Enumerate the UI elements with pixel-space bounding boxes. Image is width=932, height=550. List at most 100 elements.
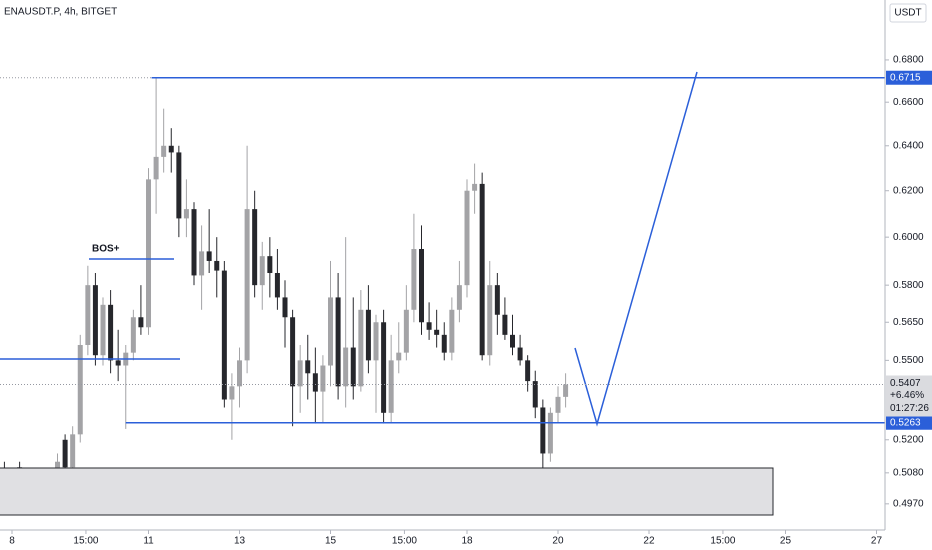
candle-body xyxy=(267,256,273,274)
candle-body xyxy=(282,297,288,318)
x-tick-label: 13 xyxy=(234,536,246,547)
candle-body xyxy=(290,317,296,387)
candle-body xyxy=(358,309,364,387)
candle-body xyxy=(252,209,258,286)
candle-body xyxy=(214,260,220,271)
candle-body xyxy=(328,297,334,366)
candle-body xyxy=(517,347,523,361)
y-tick-label: 0.5200 xyxy=(893,434,924,445)
last-price-tag xyxy=(886,375,932,417)
candle-body xyxy=(206,251,212,261)
candle-body xyxy=(472,183,478,191)
candle-body xyxy=(229,386,235,400)
candle-body xyxy=(479,183,485,356)
candle-body xyxy=(183,209,189,219)
candle-body xyxy=(373,322,379,361)
projection-path xyxy=(574,71,698,427)
level-tag xyxy=(886,415,932,430)
candles xyxy=(1,77,569,513)
candle-body xyxy=(312,373,318,392)
candle-body xyxy=(540,407,546,454)
x-tick-label: 8 xyxy=(9,536,15,547)
level-label: 0.6715 xyxy=(890,72,921,83)
y-tick-label: 0.5650 xyxy=(893,317,924,328)
y-tick-label: 0.6800 xyxy=(893,55,924,66)
candle-body xyxy=(563,384,569,397)
candle-body xyxy=(138,317,144,328)
candle-body xyxy=(456,285,462,310)
candle-body xyxy=(555,396,561,413)
candle-body xyxy=(547,412,553,454)
candle-body xyxy=(343,347,349,387)
candle-body xyxy=(320,365,326,392)
x-tick-label: 15:00 xyxy=(710,536,735,547)
x-tick-label: 20 xyxy=(552,536,564,547)
candle-body xyxy=(191,209,197,276)
candle-body xyxy=(381,322,387,413)
candle-body xyxy=(62,439,68,468)
x-tick-label: 15:00 xyxy=(392,536,417,547)
candle-body xyxy=(305,360,311,374)
candle-body xyxy=(411,249,417,310)
bar-countdown: 01:27:26 xyxy=(890,403,929,414)
candle-body xyxy=(77,344,83,435)
chart-title: ENAUSDT.P, 4h, BITGET xyxy=(4,7,117,18)
y-tick-label: 0.6400 xyxy=(893,140,924,151)
x-tick-label: 15 xyxy=(325,536,337,547)
y-tick-label: 0.6000 xyxy=(893,232,924,243)
candle-body xyxy=(365,309,371,361)
candle-body xyxy=(434,329,440,335)
demand-zone xyxy=(0,467,774,516)
x-tick-label: 11 xyxy=(143,536,154,547)
candle-body xyxy=(161,145,167,157)
last-price-label: 0.5407 xyxy=(890,378,921,389)
candle-body xyxy=(85,285,91,345)
candle-body xyxy=(464,190,470,286)
candle-body xyxy=(487,285,493,356)
y-tick-label: 0.5800 xyxy=(893,280,924,291)
candle-body xyxy=(419,249,425,323)
x-tick-label: 18 xyxy=(461,536,473,547)
candle-body xyxy=(92,285,98,356)
y-tick-label: 0.6600 xyxy=(893,97,924,108)
candle-body xyxy=(176,152,182,219)
candle-body xyxy=(221,270,227,400)
candle-body xyxy=(403,309,409,353)
candle-body xyxy=(532,381,538,408)
x-tick-label: 22 xyxy=(643,536,655,547)
y-tick-label: 0.5080 xyxy=(893,467,924,478)
y-tick-label: 0.4970 xyxy=(893,498,924,509)
last-price-change: +6.46% xyxy=(890,390,924,401)
candle-body xyxy=(168,145,174,153)
candle-body xyxy=(396,352,402,361)
candle-body xyxy=(350,347,356,387)
candle-body xyxy=(108,304,114,361)
candle-body xyxy=(259,256,265,286)
candle-body xyxy=(244,209,250,361)
candle-body xyxy=(146,179,152,328)
bos-label: BOS+ xyxy=(92,244,120,255)
candle-body xyxy=(335,297,341,387)
level-label: 0.5263 xyxy=(890,417,921,428)
candle-body xyxy=(426,322,432,330)
candle-body xyxy=(441,334,447,353)
y-tick-label: 0.6200 xyxy=(893,185,924,196)
candle-body xyxy=(274,273,280,298)
candle-body xyxy=(130,317,136,353)
x-tick-label: 15:00 xyxy=(73,536,98,547)
currency-label: USDT xyxy=(894,8,921,19)
candle-body xyxy=(153,156,159,180)
candle-body xyxy=(115,360,121,366)
candle-body xyxy=(199,251,205,276)
candle-body xyxy=(297,360,303,387)
candle-body xyxy=(510,334,516,348)
candle-body xyxy=(494,285,500,315)
y-tick-label: 0.5500 xyxy=(893,355,924,366)
currency-box[interactable] xyxy=(889,3,927,23)
level-tag xyxy=(886,70,932,85)
candle-body xyxy=(502,314,508,335)
drawings: BOS+ xyxy=(0,71,885,516)
x-tick-label: 27 xyxy=(871,536,883,547)
